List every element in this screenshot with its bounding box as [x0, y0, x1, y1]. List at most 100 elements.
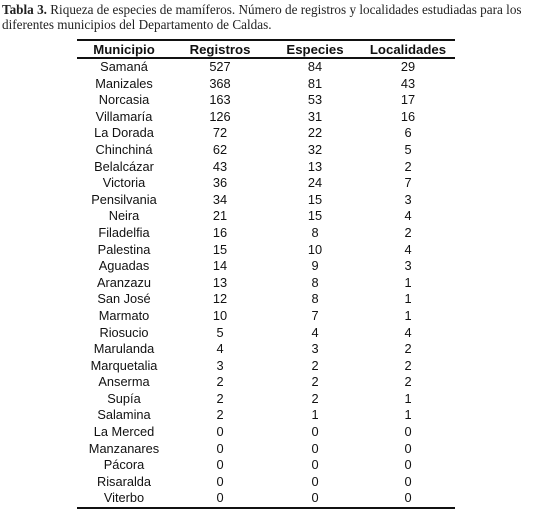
- number-cell: 5: [404, 141, 412, 157]
- municipality-cell: Pácora: [103, 457, 145, 473]
- number-cell: 1: [404, 274, 412, 290]
- number-cell: 368: [209, 75, 231, 91]
- municipality-cell: Norcasia: [98, 92, 150, 108]
- column-header: Municipio: [77, 39, 171, 59]
- number-cell: 3: [404, 258, 412, 274]
- number-cell: 6: [404, 125, 412, 141]
- number-cell: 2: [404, 224, 412, 240]
- number-cell: 2: [404, 158, 412, 174]
- number-cell: 0: [311, 473, 319, 489]
- number-cell: 2: [404, 341, 412, 357]
- number-cell: 0: [311, 424, 319, 440]
- municipality-cell: Manzanares: [88, 440, 160, 456]
- table-row: Pensilvania 34 15 3: [77, 192, 455, 209]
- number-cell: 0: [404, 440, 412, 456]
- municipality-cell: La Merced: [93, 424, 155, 440]
- table-row: Viterbo 0 0 0: [77, 490, 455, 510]
- number-cell: 0: [404, 457, 412, 473]
- municipality-cell: Palestina: [97, 241, 151, 257]
- table-row: Manizales 368 81 43: [77, 76, 455, 93]
- number-cell: 34: [212, 191, 228, 207]
- number-cell: 0: [216, 473, 224, 489]
- municipality-cell: Marmato: [98, 307, 150, 323]
- municipality-cell: San José: [97, 291, 151, 307]
- table-row: San José 12 8 1: [77, 291, 455, 308]
- number-cell: 9: [311, 258, 319, 274]
- number-cell: 2: [216, 390, 224, 406]
- number-cell: 14: [212, 258, 228, 274]
- number-cell: 4: [404, 324, 412, 340]
- number-cell: 29: [400, 59, 416, 74]
- municipality-cell: Anserma: [98, 374, 150, 390]
- number-cell: 2: [404, 374, 412, 390]
- number-cell: 36: [212, 175, 228, 191]
- municipality-cell: Victoria: [102, 175, 146, 191]
- number-cell: 10: [307, 241, 323, 257]
- municipality-cell: Risaralda: [96, 473, 152, 489]
- table-row: La Dorada 72 22 6: [77, 125, 455, 142]
- table-row: Neira 21 15 4: [77, 208, 455, 225]
- number-cell: 3: [216, 357, 224, 373]
- number-cell: 126: [209, 108, 231, 124]
- caption-text: Riqueza de especies de mamíferos. Número…: [2, 2, 522, 32]
- number-cell: 3: [404, 191, 412, 207]
- municipality-cell: Pensilvania: [91, 191, 157, 207]
- number-cell: 0: [216, 440, 224, 456]
- municipality-cell: Aguadas: [98, 258, 150, 274]
- table-row: Supía 2 2 1: [77, 391, 455, 408]
- table-row: Marmato 10 7 1: [77, 308, 455, 325]
- number-cell: 0: [404, 473, 412, 489]
- municipality-cell: Marquetalia: [90, 357, 158, 373]
- number-cell: 2: [311, 390, 319, 406]
- column-header: Especies: [269, 39, 361, 59]
- number-cell: 1: [404, 407, 412, 423]
- number-cell: 62: [212, 141, 228, 157]
- table-row: Marulanda 4 3 2: [77, 341, 455, 358]
- municipality-cell: Aranzazu: [96, 274, 152, 290]
- number-cell: 72: [212, 125, 228, 141]
- number-cell: 12: [212, 291, 228, 307]
- number-cell: 2: [311, 357, 319, 373]
- municipality-cell: La Dorada: [94, 125, 154, 141]
- table-row: Filadelfia 16 8 2: [77, 225, 455, 242]
- number-cell: 31: [307, 108, 323, 124]
- municipality-cell: Neira: [108, 208, 140, 224]
- table-row: Marquetalia 3 2 2: [77, 358, 455, 375]
- municipality-cell: Riosucio: [99, 324, 149, 340]
- number-cell: 15: [307, 191, 323, 207]
- municipality-cell: Supía: [107, 390, 141, 406]
- number-cell: 0: [404, 424, 412, 440]
- number-cell: 2: [216, 407, 224, 423]
- number-cell: 1: [404, 307, 412, 323]
- number-cell: 163: [209, 92, 231, 108]
- number-cell: 1: [311, 407, 319, 423]
- municipality-cell: Villamaría: [95, 108, 153, 124]
- number-cell: 43: [212, 158, 228, 174]
- number-cell: 5: [216, 324, 224, 340]
- number-cell: 0: [216, 457, 224, 473]
- number-cell: 43: [400, 75, 416, 91]
- municipality-cell: Viterbo: [77, 490, 171, 510]
- municipality-cell: Marulanda: [93, 341, 155, 357]
- caption-label: Tabla 3.: [2, 2, 47, 17]
- number-cell: 7: [404, 175, 412, 191]
- number-cell: 17: [400, 92, 416, 108]
- header-row: Municipio Registros Especies Localidades: [77, 39, 455, 59]
- table-caption: Tabla 3. Riqueza de especies de mamífero…: [2, 2, 542, 32]
- table-row: Aguadas 14 9 3: [77, 258, 455, 275]
- number-cell: 22: [307, 125, 323, 141]
- number-cell: 2: [311, 374, 319, 390]
- number-cell: 81: [307, 75, 323, 91]
- number-cell: 10: [212, 307, 228, 323]
- table-row: Norcasia 163 53 17: [77, 92, 455, 109]
- table-row: Samaná 527 84 29: [77, 58, 455, 76]
- number-cell: 2: [404, 357, 412, 373]
- number-cell: 13: [212, 274, 228, 290]
- municipality-cell: Salamina: [97, 407, 151, 423]
- number-cell: 2: [216, 374, 224, 390]
- number-cell: 15: [307, 208, 323, 224]
- table-row: Palestina 15 10 4: [77, 242, 455, 259]
- number-cell: 8: [311, 224, 319, 240]
- number-cell: 3: [311, 341, 319, 357]
